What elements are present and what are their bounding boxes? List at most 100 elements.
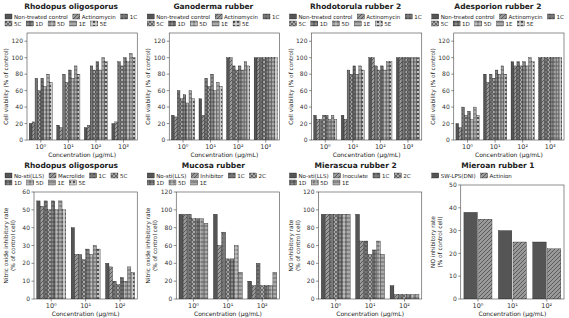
bar (394, 295, 398, 299)
bars (314, 58, 420, 140)
bar (120, 278, 123, 299)
title: Mieroan rubber 1 (461, 161, 534, 170)
bar (260, 286, 264, 299)
bar (68, 70, 71, 140)
title: Rhodopus oligosporus (24, 2, 118, 11)
bar (533, 242, 546, 299)
bar (205, 78, 208, 140)
bar (127, 62, 130, 140)
bar (234, 246, 238, 300)
x-axis-label: Concentration (μg/mL) (190, 151, 258, 159)
bar (183, 95, 186, 140)
bar (229, 58, 232, 140)
bar (378, 70, 381, 140)
bar (347, 70, 350, 140)
y-tick-label: 80 (15, 70, 23, 77)
y-tick (25, 123, 28, 124)
y-tick-label: 40 (15, 103, 23, 110)
plot-frame (319, 192, 422, 299)
panel: Rhodopus oligosporusNo-sti(LLS)Macrolide… (3, 161, 137, 318)
legend-label: 5D (178, 180, 186, 186)
x-tick-label: 10⁰ (35, 143, 46, 151)
legend-label: 1D (14, 180, 22, 186)
legend-label: 1C (237, 173, 244, 179)
title: Adesporion rubber 2 (454, 2, 541, 11)
bar (403, 295, 407, 299)
legend-label: 1D (156, 180, 164, 186)
bar (132, 58, 135, 140)
x-tick-label: 10³ (545, 143, 556, 151)
bar (192, 219, 196, 299)
y-tick (167, 57, 170, 58)
legend-label: 5D (57, 21, 65, 27)
bar (48, 210, 51, 299)
x-axis-label: Concentration (μg/mL) (336, 310, 404, 318)
y-tick-label: 40 (22, 224, 30, 231)
bar (29, 124, 32, 140)
legend-label: 1C (99, 173, 106, 179)
bars (171, 58, 277, 140)
bar (74, 66, 77, 140)
legend-swatch (453, 21, 460, 26)
bar (99, 70, 102, 140)
y-tick (451, 41, 454, 42)
bar (174, 117, 177, 140)
x-tick-label: 10³ (260, 143, 271, 151)
legend-swatch (375, 21, 382, 26)
y-tick-label: 60 (307, 242, 315, 249)
legend: Non-treated controlActinomycin1C5C1D5D1E… (5, 14, 137, 27)
legend-swatch (147, 14, 154, 19)
y-tick (174, 227, 177, 228)
bar (513, 242, 526, 299)
bar (408, 58, 411, 140)
y-axis-label-line: NO inhibitory rate (288, 219, 295, 271)
legend-swatch (373, 173, 380, 178)
y-tick-label: 40 (300, 103, 308, 110)
bar (331, 115, 334, 140)
legend-label: Actinomycin (82, 14, 116, 21)
y-tick-label: 120 (438, 37, 450, 44)
legend-swatch (518, 21, 525, 26)
y-tick-label: 80 (165, 224, 173, 231)
bar (372, 250, 376, 299)
x-axis-label: Concentration (μg/mL) (475, 151, 543, 159)
legend-label: 1E (506, 21, 513, 27)
legend-label: 1E (363, 21, 370, 27)
bar (360, 241, 364, 299)
bar (550, 58, 553, 140)
y-tick (25, 41, 28, 42)
x-axis-label: Concentration (μg/mL) (333, 151, 401, 159)
y-tick (174, 299, 177, 300)
legend-swatch (5, 21, 12, 26)
bar (539, 58, 542, 140)
y-tick-label: 0 (446, 136, 450, 143)
legend-swatch (432, 14, 439, 19)
legend-label: 5D (199, 21, 207, 27)
bar (78, 254, 81, 299)
y-tick-label: 60 (158, 87, 166, 94)
y-tick (458, 207, 461, 208)
bar (218, 246, 222, 300)
legend-swatch (263, 14, 270, 19)
y-tick (458, 230, 461, 231)
legend-swatch (191, 173, 198, 178)
legend-label: 5D (342, 21, 350, 27)
plot-frame (461, 185, 564, 299)
legend-label: 1C (414, 14, 421, 20)
legend-swatch (73, 14, 80, 19)
x-tick-label: 10⁰ (178, 143, 189, 151)
y-tick-label: 120 (154, 37, 166, 44)
legend-label: 2C (259, 173, 266, 179)
legend-label: 5E (78, 180, 85, 186)
legend-label: Macrolide (58, 173, 85, 179)
panel: Ganoderma rubberNon-treated controlActin… (145, 2, 279, 159)
legend-swatch (228, 173, 235, 178)
bar (235, 70, 238, 140)
legend-label: 5E (242, 21, 249, 27)
legend: Non-treated controlActinomycin1C5C1D5D1E… (147, 14, 279, 27)
legend-swatch (233, 21, 240, 26)
legend-swatch (290, 14, 297, 19)
y-tick-label: 60 (22, 188, 30, 195)
bar (32, 122, 35, 140)
legend-label: 5E (100, 21, 107, 27)
